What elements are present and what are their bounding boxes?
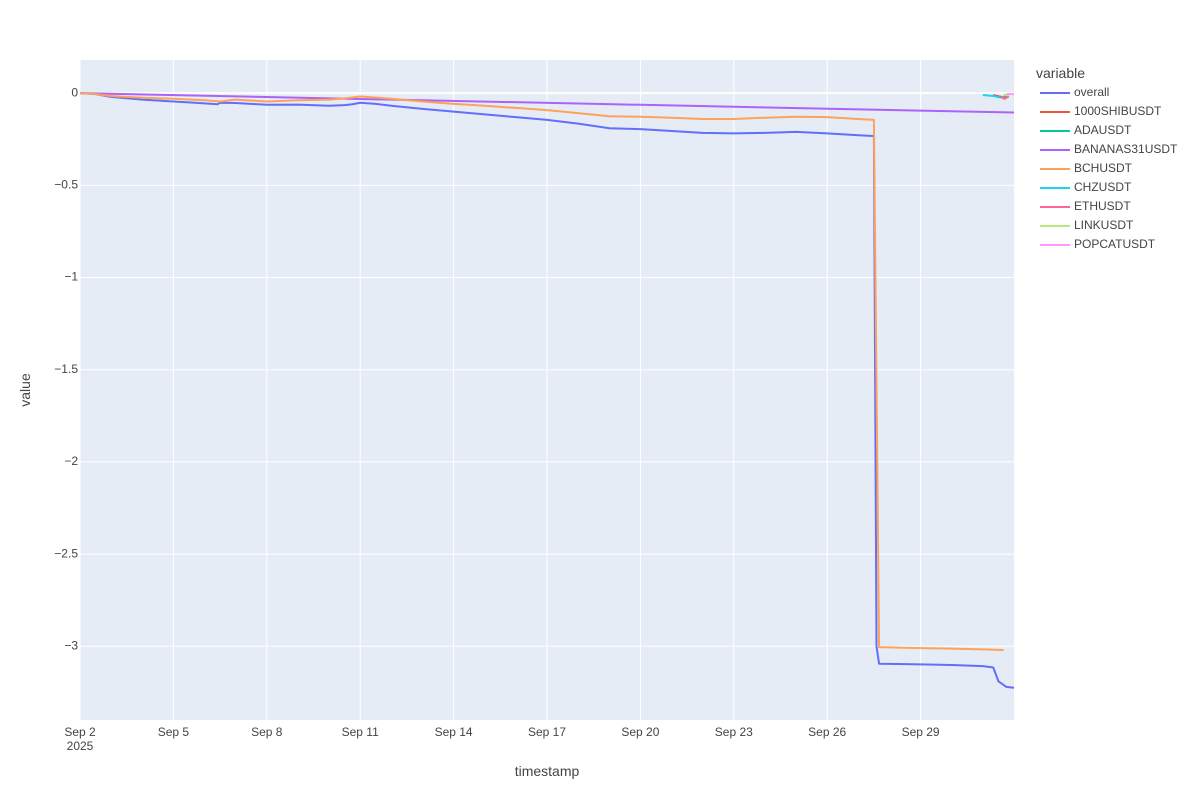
- series-line-overall: [80, 92, 1014, 689]
- series-line-bananas31usdt: [80, 92, 1014, 114]
- y-tick-label: −1.5: [54, 362, 78, 376]
- x-tick-label: Sep 29: [902, 725, 940, 739]
- legend-item[interactable]: 1000SHIBUSDT: [1040, 104, 1162, 118]
- grid: [79, 60, 1014, 720]
- x-tick-sublabel: 2025: [67, 739, 94, 753]
- legend-label: overall: [1074, 85, 1109, 99]
- x-tick-label: Sep 14: [435, 725, 473, 739]
- legend-item[interactable]: CHZUSDT: [1040, 180, 1132, 194]
- series-line-ethusdt: [1000, 95, 1010, 100]
- legend-label: 1000SHIBUSDT: [1074, 104, 1162, 118]
- series-lines: [80, 92, 1014, 689]
- legend-item[interactable]: BCHUSDT: [1040, 161, 1133, 175]
- x-tick-label: Sep 5: [158, 725, 190, 739]
- x-axis-title: timestamp: [515, 763, 580, 779]
- y-axis-ticks: 0 −0.5 −1 −1.5 −2 −2.5 −3: [54, 85, 78, 652]
- x-tick-label: Sep 11: [342, 725, 379, 739]
- x-tick-label: Sep 17: [528, 725, 566, 739]
- legend-label: CHZUSDT: [1074, 180, 1132, 194]
- legend-item[interactable]: BANANAS31USDT: [1040, 142, 1178, 156]
- y-tick-label: −0.5: [54, 178, 78, 192]
- series-line-chzusdt: [982, 94, 1002, 99]
- y-tick-label: 0: [71, 85, 78, 99]
- legend-item[interactable]: ADAUSDT: [1040, 123, 1132, 137]
- x-tick-label: Sep 20: [621, 725, 659, 739]
- legend-label: LINKUSDT: [1074, 218, 1134, 232]
- y-axis-title: value: [17, 373, 33, 407]
- legend-item[interactable]: LINKUSDT: [1040, 218, 1134, 232]
- y-tick-label: −1: [64, 270, 78, 284]
- legend-item[interactable]: ETHUSDT: [1040, 199, 1131, 213]
- x-tick-label: Sep 2: [64, 725, 96, 739]
- legend: variable overall 1000SHIBUSDT ADAUSDT BANAN…: [1036, 65, 1178, 251]
- legend-label: BANANAS31USDT: [1074, 142, 1178, 156]
- y-tick-label: −3: [64, 638, 78, 652]
- legend-item[interactable]: overall: [1040, 85, 1109, 99]
- legend-label: POPCATUSDT: [1074, 237, 1156, 251]
- x-tick-label: Sep 26: [808, 725, 846, 739]
- y-tick-label: −2: [64, 454, 78, 468]
- legend-label: ADAUSDT: [1074, 123, 1132, 137]
- x-tick-label: Sep 8: [251, 725, 283, 739]
- series-line-bchusdt: [80, 92, 1004, 651]
- legend-label: ETHUSDT: [1074, 199, 1131, 213]
- y-tick-label: −2.5: [54, 546, 78, 560]
- legend-item[interactable]: POPCATUSDT: [1040, 237, 1156, 251]
- legend-title: variable: [1036, 65, 1085, 81]
- legend-label: BCHUSDT: [1074, 161, 1133, 175]
- x-tick-label: Sep 23: [715, 725, 753, 739]
- series-line-linkusdt: [1003, 93, 1009, 97]
